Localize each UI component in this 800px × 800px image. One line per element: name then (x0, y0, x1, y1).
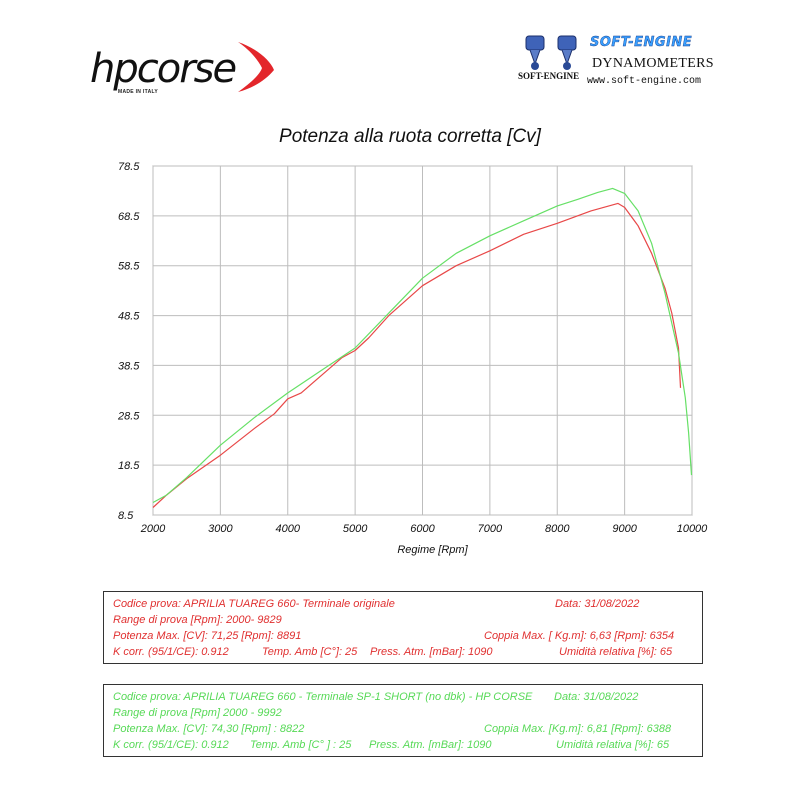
x-tick-label: 10000 (677, 523, 708, 535)
red-coppia: Coppia Max. [ Kg.m]: 6,63 [Rpm]: 6354 (484, 630, 675, 642)
y-tick-label: 78.5 (118, 161, 140, 173)
x-tick-label: 2000 (140, 523, 166, 535)
red-range: Range di prova [Rpm]: 2000- 9829 (113, 614, 282, 626)
y-tick-label: 28.5 (117, 410, 140, 422)
red-umid: Umidità relativa [%]: 65 (559, 646, 673, 658)
softengine-mini-label: SOFT-ENGINE (518, 71, 580, 81)
test-info-sp1-short: Codice prova: APRILIA TUAREG 660 - Termi… (103, 684, 703, 757)
piston-icon (525, 35, 577, 70)
softengine-logo: SOFT-ENGINE DYNAMOMETERS SOFT-ENGINE www… (510, 34, 715, 96)
softengine-url: www.soft-engine.com (587, 76, 702, 87)
series-line-sp1-short (152, 187, 693, 504)
chart-title: Potenza alla ruota corretta [Cv] (279, 126, 541, 147)
red-temp: Temp. Amb [C°]: 25 (262, 646, 358, 658)
green-umid: Umidità relativa [%]: 65 (556, 739, 670, 751)
x-tick-label: 8000 (545, 523, 570, 535)
green-temp: Temp. Amb [C° ] : 25 (250, 739, 352, 751)
power-chart: 2000 3000 4000 5000 6000 7000 8000 9000 10000 8.5… (117, 161, 708, 556)
green-potenza: Potenza Max. [CV]: 74,30 [Rpm] : 8822 (113, 723, 305, 735)
x-axis-label: Regime [Rpm] (397, 544, 468, 556)
y-tick-label: 8.5 (118, 510, 134, 522)
y-tick-label: 48.5 (118, 311, 140, 323)
y-tick-label: 68.5 (118, 211, 140, 223)
series-line-original (152, 202, 682, 508)
red-press: Press. Atm. [mBar]: 1090 (370, 646, 493, 658)
green-codice: Codice prova: APRILIA TUAREG 660 - Termi… (113, 691, 533, 703)
red-data: Data: 31/08/2022 (555, 598, 640, 610)
softengine-title: SOFT-ENGINE (590, 35, 693, 50)
x-tick-label: 6000 (410, 523, 435, 535)
green-kcorr: K corr. (95/1/CE): 0.912 (113, 739, 229, 751)
test-info-original: Codice prova: APRILIA TUAREG 660- Termin… (103, 591, 703, 664)
red-codice: Codice prova: APRILIA TUAREG 660- Termin… (113, 598, 395, 610)
x-tick-label: 9000 (612, 523, 637, 535)
softengine-subtitle: DYNAMOMETERS (592, 56, 714, 71)
hpcorse-logo: hpcorse MADE IN ITALY (88, 38, 278, 100)
x-tick-label: 5000 (343, 523, 368, 535)
y-tick-label: 58.5 (118, 261, 140, 273)
hpcorse-swoosh-icon: hpcorse (90, 42, 274, 92)
y-tick-label: 38.5 (118, 360, 140, 372)
green-range: Range di prova [Rpm] 2000 - 9992 (113, 707, 282, 719)
x-tick-label: 7000 (478, 523, 503, 535)
green-data: Data: 31/08/2022 (554, 691, 639, 703)
y-tick-label: 18.5 (118, 460, 140, 472)
hpcorse-wordmark: hpcorse (90, 46, 235, 92)
red-potenza: Potenza Max. [CV]: 71,25 [Rpm]: 8891 (113, 630, 302, 642)
x-tick-label: 3000 (208, 523, 233, 535)
green-coppia: Coppia Max. [Kg.m]: 6,81 [Rpm]: 6388 (484, 723, 672, 735)
x-tick-label: 4000 (276, 523, 301, 535)
made-in-italy-label: MADE IN ITALY (118, 89, 159, 95)
green-press: Press. Atm. [mBar]: 1090 (369, 739, 492, 751)
red-kcorr: K corr. (95/1/CE): 0.912 (113, 646, 229, 658)
